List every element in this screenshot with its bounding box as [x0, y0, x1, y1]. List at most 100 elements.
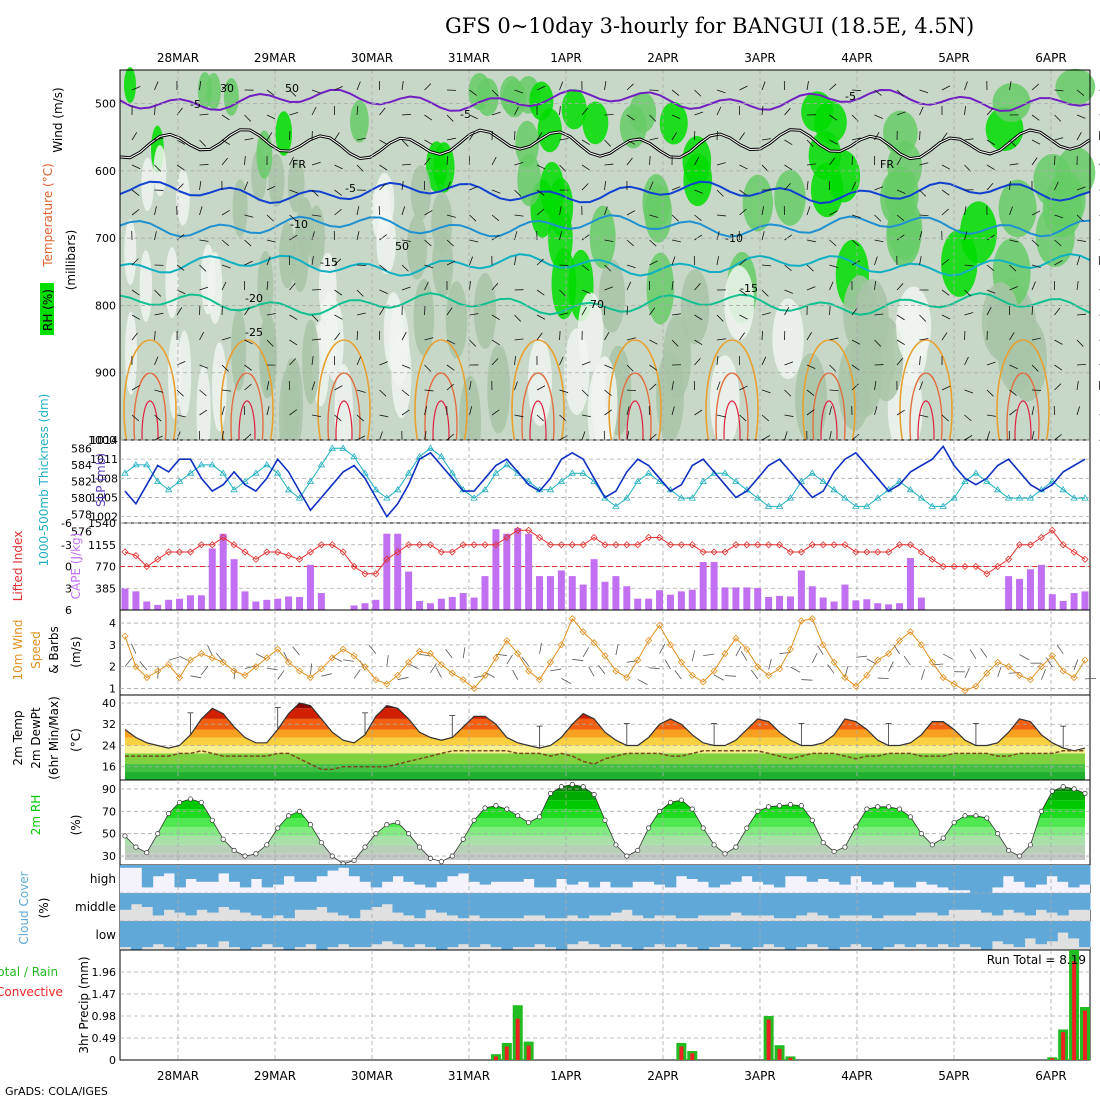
rh2m-point — [144, 850, 150, 856]
cloud-cell-middle — [697, 893, 710, 916]
li-point — [263, 548, 271, 556]
wind-barb — [941, 332, 948, 341]
cloud-cell-high — [1013, 865, 1026, 882]
rh2m-point — [962, 813, 968, 819]
li-point — [328, 541, 336, 549]
wind-barb — [604, 286, 614, 291]
cloud-cell-middle — [272, 893, 284, 916]
rh2m-point — [809, 817, 815, 823]
li-point — [808, 541, 816, 549]
wind-barb — [626, 364, 634, 372]
wind-barb — [1031, 139, 1041, 145]
cape-bar — [579, 584, 587, 610]
thickness-point — [143, 461, 151, 468]
top-date-axis: 28MAR 29MAR 30MAR 31MAR 1APR 2APR 3APR 4APR 5APR… — [157, 51, 1067, 65]
wind-barb — [559, 389, 569, 394]
wind-barb — [941, 164, 951, 170]
wind10m-barb — [942, 653, 954, 660]
cape-bar — [121, 588, 129, 610]
wind-barb — [424, 364, 432, 372]
wind-barb — [559, 164, 567, 172]
cape-bar — [765, 597, 773, 610]
wind10m-point — [1015, 671, 1024, 679]
thickness-point — [819, 477, 827, 484]
wind-barb — [581, 183, 589, 191]
wind-barb — [356, 164, 364, 172]
cloud-cell-middle — [795, 893, 808, 916]
cloud-cell-middle — [621, 893, 633, 910]
rh2m-point — [438, 859, 444, 865]
li-point — [994, 562, 1002, 571]
rh2m-ytick-30: 30 — [102, 850, 116, 863]
thickness-point — [154, 477, 162, 484]
wind10m-point — [688, 671, 696, 679]
li-point — [470, 541, 478, 549]
wind-barb — [1031, 157, 1038, 166]
thickness-point — [721, 469, 729, 476]
wind-barb — [964, 289, 972, 297]
cape-bar — [721, 587, 729, 610]
wind10m-point — [895, 636, 904, 645]
cloud-cell-low — [218, 921, 230, 942]
wind10m-barb — [572, 659, 584, 661]
rh2m-point — [504, 806, 510, 812]
wind10m-barb — [964, 667, 970, 679]
wind-barb — [289, 358, 296, 366]
wind-barb — [649, 260, 658, 266]
cloud-ylabel-unit: (%) — [37, 898, 51, 919]
slp-ytick-1014: 1014 — [90, 434, 118, 447]
wind-barb — [649, 339, 658, 345]
wind-barb — [334, 385, 343, 391]
wind-barb — [986, 414, 996, 417]
li-point — [819, 541, 827, 549]
wind10m-barb — [386, 655, 389, 667]
rh-cell — [646, 252, 675, 325]
wind-barb — [491, 111, 501, 116]
upper-ylabel-temp: Temperature (°C) — [41, 163, 55, 268]
thickness-point — [350, 452, 358, 459]
cape-bar — [830, 601, 838, 610]
precip-conv-bar — [777, 1048, 782, 1060]
li-point — [1059, 541, 1067, 549]
wind-barb — [649, 239, 657, 247]
thickness-point — [361, 469, 369, 476]
cloud-cell-low — [872, 921, 884, 950]
wind-barb — [806, 181, 809, 191]
li-point — [492, 541, 500, 549]
wind-barb — [941, 385, 951, 391]
cloud-cell-middle — [457, 893, 470, 919]
cloud-cell-high — [501, 865, 513, 882]
wind-barb — [536, 258, 544, 266]
wind-barb — [334, 189, 342, 196]
wind-barb — [964, 356, 969, 366]
cloud-cell-low — [457, 921, 470, 945]
wind10m-point — [666, 641, 675, 649]
cloud-cell-middle — [970, 893, 982, 910]
wind-barb — [469, 114, 478, 120]
wind-barb — [761, 206, 765, 216]
cloud-cell-high — [1024, 865, 1037, 888]
thickness-point — [601, 494, 609, 501]
cloud-cell-low — [403, 921, 415, 948]
thickness-point — [950, 494, 958, 501]
cape-bar — [394, 533, 402, 610]
thickness-point — [121, 469, 129, 476]
rh2m-point — [667, 799, 674, 805]
precip-conv-bar — [1061, 1032, 1066, 1060]
wind10m-barb — [582, 647, 590, 657]
upper-ylabel-wind: Wind (m/s) — [51, 87, 65, 152]
wind-barb — [356, 435, 366, 441]
wind-barb — [649, 155, 651, 166]
wind-barb — [311, 338, 321, 341]
bottom-date-1APR: 1APR — [550, 1069, 581, 1083]
wind-barb — [851, 89, 862, 92]
wind-barb — [1031, 281, 1036, 291]
wind-barb — [739, 189, 748, 196]
wind-barb — [829, 305, 831, 316]
thickness-point — [623, 494, 631, 501]
wind-barb — [221, 337, 231, 341]
cloud-cell-high — [239, 865, 252, 888]
wind10m-point — [601, 652, 609, 660]
li-point — [765, 541, 773, 549]
wind-barb — [1054, 434, 1062, 441]
